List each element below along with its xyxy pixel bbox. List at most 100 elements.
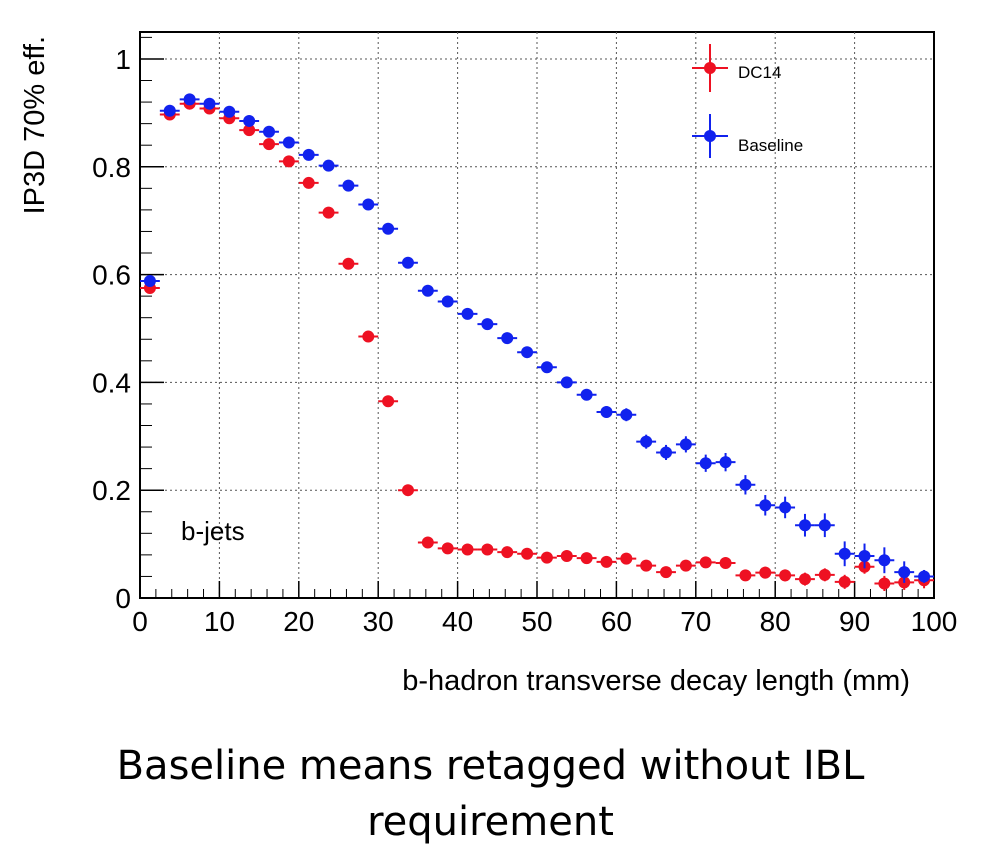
data-marker [640,435,653,448]
axis-ticks [139,36,935,599]
data-point [695,454,716,472]
y-tick-label: 0 [115,583,131,614]
y-tick-label: 0.2 [92,475,131,506]
data-marker [798,573,811,586]
data-marker [779,569,792,582]
data-marker [243,124,256,137]
data-point [715,556,736,569]
legend-marker-dc14 [704,62,716,74]
data-point [596,555,617,568]
data-marker [183,93,196,106]
y-tick-label: 1 [115,44,131,75]
data-point [814,568,835,582]
data-marker [640,559,653,572]
b-jets-annotation: b-jets [181,516,245,546]
data-marker [838,575,851,588]
data-marker [282,136,295,149]
data-marker [143,275,156,288]
data-point [675,559,696,572]
data-marker [818,568,831,581]
data-marker [223,105,236,118]
data-point [656,444,676,461]
data-marker [759,499,772,512]
data-point [814,513,835,538]
data-point [874,575,895,591]
data-marker [798,519,811,532]
data-marker [878,577,891,590]
grid [140,32,934,598]
y-tick-label: 0.6 [92,260,131,291]
data-point [179,93,200,106]
data-point [358,330,379,343]
data-point [140,275,160,288]
data-point [537,361,557,374]
data-point [259,138,279,151]
data-point [497,546,518,559]
data-marker [679,438,692,451]
data-point [278,155,299,168]
data-marker [342,179,355,192]
data-point [834,574,855,589]
data-marker [501,332,514,345]
data-marker [203,97,216,110]
data-point [616,408,637,422]
data-marker [441,295,454,308]
data-point [417,536,438,549]
data-marker [560,376,573,389]
data-point [457,307,478,320]
data-marker [401,256,414,269]
data-point [219,105,240,118]
series-baseline [140,93,934,583]
legend-label-baseline: Baseline [738,136,803,155]
data-marker [481,543,494,556]
data-marker [501,546,514,559]
data-marker [660,446,673,459]
data-marker [918,570,931,583]
x-tick-label: 80 [760,606,791,637]
data-point [775,496,796,519]
x-tick-label: 50 [521,606,552,637]
data-marker [818,519,831,532]
x-tick-label: 30 [363,606,394,637]
y-axis-title: IP3D 70% eff. [19,36,51,214]
data-point [358,198,379,211]
data-point [437,295,458,308]
data-point [695,556,716,569]
data-marker [421,284,434,297]
data-point [338,179,359,192]
data-point [616,552,637,565]
data-marker [322,159,335,172]
data-marker [699,457,712,470]
data-point [159,104,180,117]
data-point [576,552,597,565]
data-point [675,436,696,453]
data-marker [719,556,732,569]
data-point [278,136,299,149]
data-marker [739,569,752,582]
data-point [834,541,855,567]
data-point [378,395,399,408]
legend-entry-dc14: DC14 [692,44,781,92]
data-marker [620,552,633,565]
x-tick-label: 60 [601,606,632,637]
data-marker [600,555,613,568]
data-marker [560,549,573,562]
data-point [457,543,478,556]
data-marker [322,206,335,219]
data-marker [878,554,891,567]
data-point [914,569,934,583]
data-marker [719,456,732,469]
data-point [636,434,657,449]
data-marker [620,408,633,421]
x-tick-label: 0 [132,606,148,637]
data-marker [401,484,414,497]
data-point [517,346,537,359]
data-point [795,513,815,537]
data-point [656,566,676,579]
caption-line-1: Baseline means retagged without IBL [116,743,865,789]
x-tick-label: 10 [204,606,235,637]
data-point [199,97,220,110]
data-marker [302,176,315,189]
data-marker [461,307,474,320]
data-point [636,559,657,572]
